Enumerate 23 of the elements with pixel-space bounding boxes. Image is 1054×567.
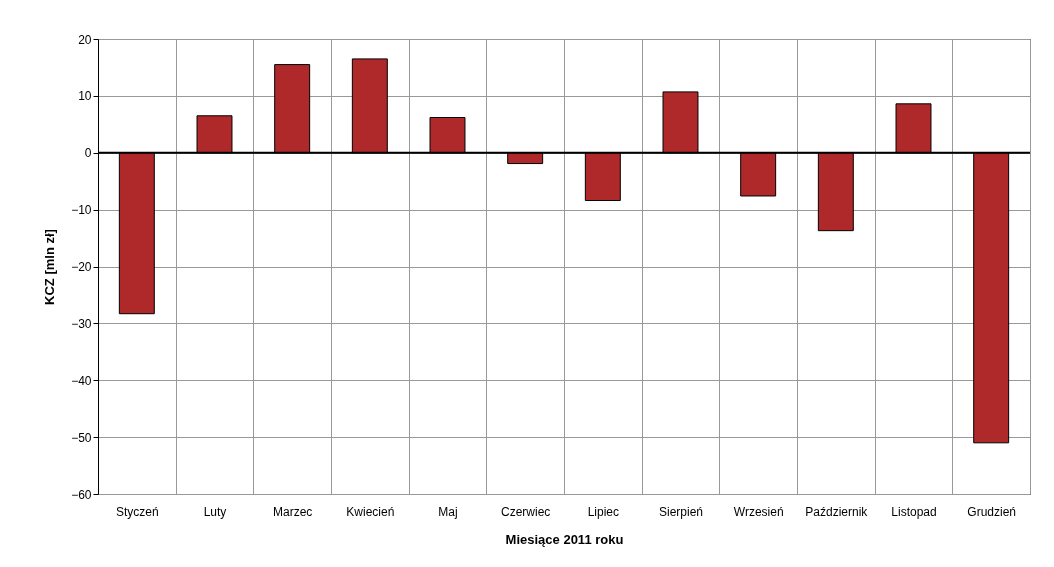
x-tick-label: Czerwiec xyxy=(500,504,551,519)
y-tick-label: −30 xyxy=(71,316,92,331)
y-tick-label: 20 xyxy=(78,32,92,47)
x-tick-label: Sierpień xyxy=(658,504,704,519)
y-tick-label: −10 xyxy=(71,203,92,218)
y-axis-title: KCZ [mln zł] xyxy=(42,229,58,305)
x-tick-label: Luty xyxy=(203,504,227,519)
x-tick-label: Grudzień xyxy=(967,504,1017,519)
x-tick-label: Maj xyxy=(438,504,458,519)
y-tick-label: −20 xyxy=(71,260,92,274)
y-tick-label: −40 xyxy=(71,373,92,388)
x-tick-label: Październik xyxy=(805,504,869,519)
x-tick-label: Styczeń xyxy=(115,504,159,519)
x-tick-label: Marzec xyxy=(272,504,313,519)
x-tick-label: Lipiec xyxy=(587,504,620,519)
x-tick-label: Kwiecień xyxy=(346,504,395,519)
x-axis-title: Miesiące 2011 roku xyxy=(505,531,624,547)
x-tick-label: Listopad xyxy=(891,504,937,519)
y-tick-label: 10 xyxy=(78,89,92,104)
y-tick-label: 0 xyxy=(84,146,92,161)
y-tick-label: −60 xyxy=(71,487,92,502)
y-tick-label: −50 xyxy=(71,430,92,445)
x-tick-label: Wrzesień xyxy=(733,504,784,519)
